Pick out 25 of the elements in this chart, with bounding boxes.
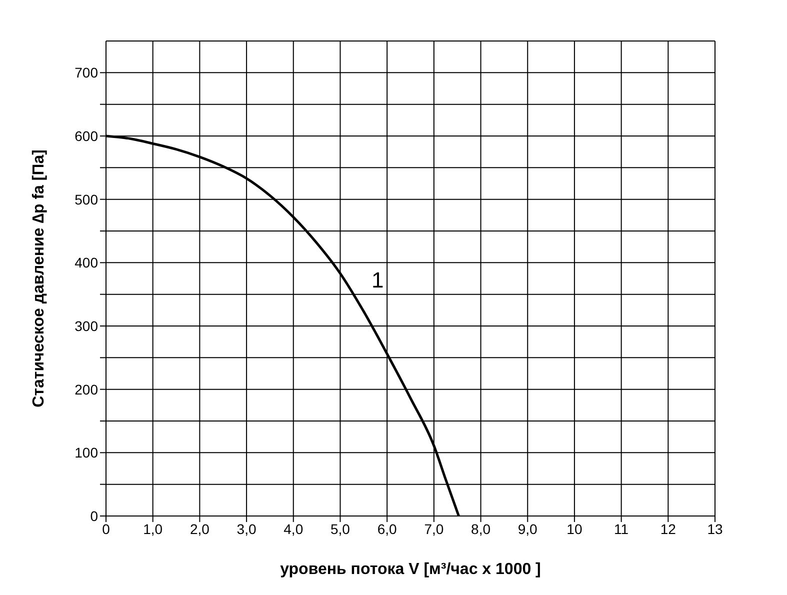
x-tick-label: 11 bbox=[614, 520, 629, 537]
y-axis-title: Статическое давление ∆p fa [Па] bbox=[30, 150, 48, 408]
y-tick-label: 400 bbox=[74, 254, 98, 271]
y-tick-label: 600 bbox=[74, 128, 98, 144]
x-tick-label: 9,0 bbox=[518, 520, 538, 537]
x-tick-label: 8,0 bbox=[471, 520, 491, 537]
x-tick-label: 3,0 bbox=[236, 520, 256, 537]
y-tick-label: 100 bbox=[74, 444, 98, 461]
y-tick-label: 500 bbox=[74, 191, 98, 208]
y-tick-label: 0 bbox=[90, 508, 98, 524]
y-tick-label: 700 bbox=[74, 64, 98, 81]
x-tick-label: 0 bbox=[102, 520, 110, 537]
x-tick-label: 10 bbox=[566, 520, 582, 537]
x-tick-label: 5,0 bbox=[330, 520, 350, 537]
x-tick-label: 2,0 bbox=[190, 520, 210, 537]
x-tick-label: 6,0 bbox=[377, 520, 398, 537]
y-tick-label: 300 bbox=[74, 318, 98, 334]
x-tick-label: 7,0 bbox=[424, 520, 444, 537]
x-tick-label: 4,0 bbox=[284, 520, 304, 537]
x-tick-label: 1,0 bbox=[143, 520, 163, 537]
series-label: 1 bbox=[372, 267, 384, 292]
x-axis-title: уровень потока V [м³/час x 1000 ] bbox=[280, 561, 541, 578]
x-tick-label: 13 bbox=[707, 520, 723, 537]
x-tick-label: 12 bbox=[660, 520, 676, 537]
y-tick-label: 200 bbox=[74, 381, 98, 398]
